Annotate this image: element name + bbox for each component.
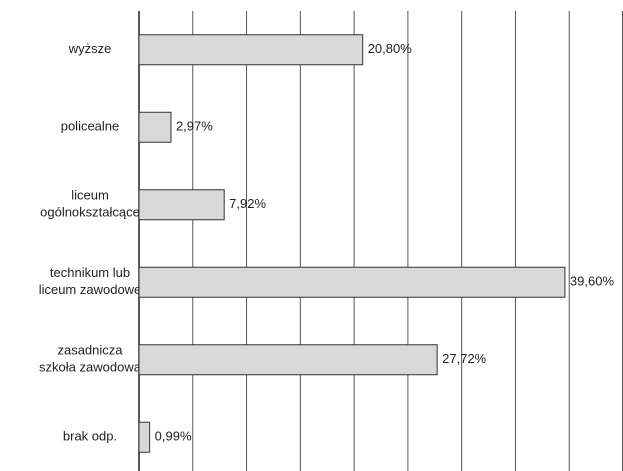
bar: [138, 344, 438, 376]
value-label: 0,99%: [155, 429, 192, 444]
category-label: ogólnokształcące: [40, 205, 140, 220]
category-label: wyższe: [68, 41, 112, 56]
bar: [138, 266, 566, 298]
category-label: policealne: [61, 119, 120, 134]
bar: [138, 421, 151, 453]
category-label: liceum: [71, 188, 109, 203]
category-label: liceum zawodowe: [39, 282, 142, 297]
value-label: 27,72%: [442, 351, 487, 366]
bar: [138, 189, 225, 221]
category-label: brak odp.: [63, 429, 117, 444]
value-label: 2,97%: [176, 119, 213, 134]
bar: [138, 111, 172, 143]
value-label: 39,60%: [570, 274, 615, 289]
value-label: 7,92%: [229, 196, 266, 211]
category-label: szkoła zawodowa: [39, 360, 142, 375]
bar: [138, 34, 364, 66]
category-label: technikum lub: [50, 265, 130, 280]
category-label: zasadnicza: [57, 343, 123, 358]
value-label: 20,80%: [368, 41, 413, 56]
